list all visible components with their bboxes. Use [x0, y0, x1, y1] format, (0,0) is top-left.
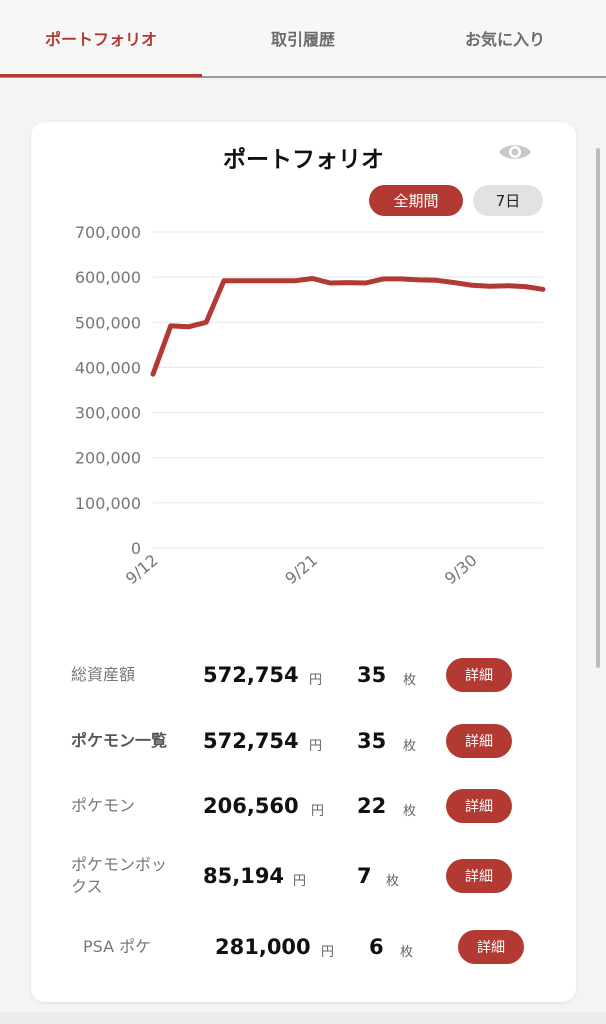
yen-unit: 円: [311, 803, 325, 819]
card-count-unit: 枚: [400, 944, 414, 960]
row-amount: 206,560: [203, 794, 299, 818]
yen-unit: 円: [309, 738, 323, 754]
yen-unit: 円: [309, 672, 323, 688]
x-tick-label: 9/12: [122, 551, 162, 589]
tab-portfolio[interactable]: ポートフォリオ: [44, 30, 157, 49]
summary-row-total: 総資産額 572,754 円 35 枚 詳細: [31, 650, 576, 700]
card-count-unit: 枚: [386, 873, 400, 889]
tab-favorites[interactable]: お気に入り: [464, 30, 545, 49]
row-amount: 281,000: [215, 935, 311, 959]
detail-button[interactable]: 詳細: [458, 930, 524, 964]
row-label: 総資産額: [71, 665, 136, 684]
scrollbar[interactable]: [596, 148, 600, 668]
y-tick-label: 0: [131, 539, 141, 558]
row-count: 6: [369, 935, 384, 959]
card-count-unit: 枚: [403, 803, 417, 819]
y-tick-label: 300,000: [75, 404, 141, 423]
bottom-bar: [0, 1012, 606, 1024]
summary-row-pokemon: ポケモン 206,560 円 22 枚 詳細: [31, 781, 576, 831]
x-tick-label: 9/30: [441, 551, 481, 589]
row-amount: 85,194: [203, 864, 285, 888]
row-amount: 572,754: [203, 729, 299, 753]
row-label: ポケモンボッ クス: [71, 851, 167, 901]
summary-row-pokemon-box: ポケモンボッ クス 85,194 円 7 枚 詳細: [31, 851, 576, 901]
row-label: ポケモン: [71, 796, 136, 815]
y-tick-label: 100,000: [75, 494, 141, 513]
row-count: 35: [357, 663, 387, 687]
y-tick-label: 700,000: [75, 223, 141, 242]
range-all-button[interactable]: 全期間: [369, 185, 463, 216]
tab-history[interactable]: 取引履歴: [270, 30, 335, 49]
card-title: ポートフォリオ: [223, 147, 384, 173]
row-amount: 572,754: [203, 663, 299, 687]
row-label: ポケモン一覧: [71, 731, 168, 750]
row-count: 7: [357, 864, 372, 888]
row-label-line2: クス: [71, 877, 103, 896]
card-count-unit: 枚: [403, 672, 417, 688]
row-count: 35: [357, 729, 387, 753]
detail-button[interactable]: 詳細: [446, 658, 512, 692]
summary-row-pokemon-list: ポケモン一覧 572,754 円 35 枚 詳細: [31, 716, 576, 766]
y-tick-label: 200,000: [75, 449, 141, 468]
detail-button[interactable]: 詳細: [446, 859, 512, 893]
card-count-unit: 枚: [403, 738, 417, 754]
row-label-line1: ポケモンボッ: [71, 855, 168, 874]
series-line: [150, 276, 546, 377]
portfolio-card: ポートフォリオ 全期間 7日 700,000 600,000 500,000 400,…: [31, 122, 576, 1002]
row-count: 22: [357, 794, 387, 818]
tab-bar: ポートフォリオ 取引履歴 お気に入り: [0, 0, 606, 78]
detail-button[interactable]: 詳細: [446, 789, 512, 823]
summary-row-psa: PSA ポケ 281,000 円 6 枚 詳細: [31, 922, 576, 972]
active-tab-indicator: [0, 74, 202, 77]
range-7d-button[interactable]: 7日: [473, 185, 543, 216]
yen-unit: 円: [321, 944, 335, 960]
y-tick-label: 500,000: [75, 313, 141, 332]
eye-icon[interactable]: [497, 140, 533, 164]
yen-unit: 円: [293, 873, 307, 889]
y-tick-label: 600,000: [75, 268, 141, 287]
x-tick-label: 9/21: [281, 551, 321, 589]
portfolio-line-chart: 700,000 600,000 500,000 400,000 300,000 200,0…: [75, 223, 546, 589]
detail-button[interactable]: 詳細: [446, 724, 512, 758]
y-tick-label: 400,000: [75, 358, 141, 377]
row-label: PSA ポケ: [83, 937, 152, 956]
